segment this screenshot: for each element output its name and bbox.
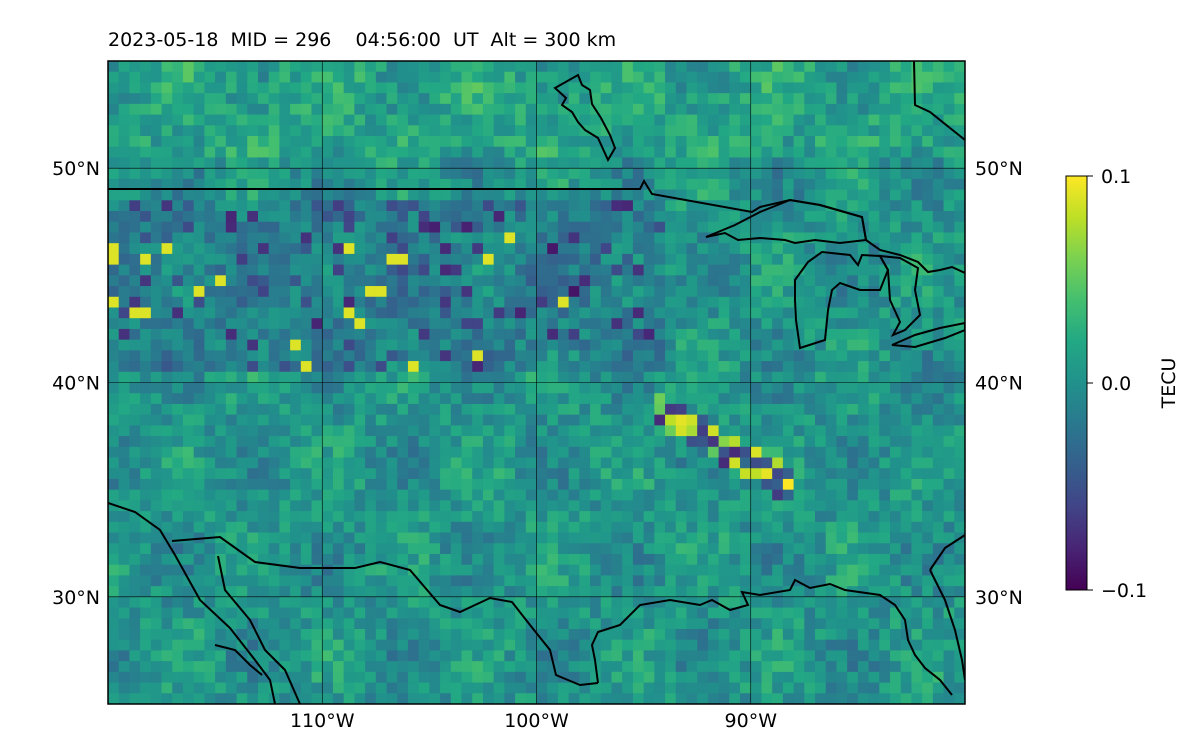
map-panel: 110°W 100°W 90°W 50°N 50°N 40°N 40°N 30°N 30°N <box>52 60 1023 732</box>
colorbar-gradient <box>1065 175 1088 591</box>
lake-erie <box>891 321 965 349</box>
colorbar: 0.1 0.0 −0.1 TECU <box>1065 166 1180 602</box>
graticule <box>108 61 965 704</box>
lat-tick-label-right: 40°N <box>975 373 1023 395</box>
gulf-coast <box>590 578 953 696</box>
colorbar-ticks: 0.1 0.0 −0.1 <box>1087 166 1147 602</box>
colorbar-tick-label: 0.0 <box>1101 373 1131 395</box>
map-frame <box>107 60 966 705</box>
us-mexico-border <box>171 535 599 687</box>
hudson-bay-fragment <box>553 73 617 163</box>
florida-west-coast <box>929 534 965 571</box>
figure-title: 2023-05-18 MID = 296 04:56:00 UT Alt = 3… <box>108 29 617 51</box>
lon-tick-label: 90°W <box>725 710 778 732</box>
lat-tick-label-left: 40°N <box>52 373 100 395</box>
east-coast-fragment <box>913 61 965 141</box>
lon-tick-label: 110°W <box>290 710 355 732</box>
tec-heatmap <box>108 61 965 704</box>
axis-labels: 110°W 100°W 90°W 50°N 50°N 40°N 40°N 30°N 30°N <box>52 158 1023 732</box>
florida-east-coast <box>929 569 965 681</box>
lake-huron <box>878 254 922 338</box>
coastlines-borders <box>108 61 965 704</box>
colorbar-label: TECU <box>1158 358 1180 410</box>
lake-michigan <box>794 250 890 350</box>
lat-tick-label-right: 30°N <box>975 587 1023 609</box>
gulf-of-california <box>217 555 301 704</box>
colorbar-tick-label: −0.1 <box>1101 580 1147 602</box>
lake-superior <box>705 198 868 245</box>
lon-tick-label: 100°W <box>504 710 569 732</box>
baja-west-coast <box>214 644 263 676</box>
pacific-coast-baja <box>108 502 276 704</box>
lat-tick-label-right: 50°N <box>975 158 1023 180</box>
lat-tick-label-left: 50°N <box>52 158 100 180</box>
lat-tick-label-left: 30°N <box>52 587 100 609</box>
colorbar-tick-label: 0.1 <box>1101 166 1131 188</box>
